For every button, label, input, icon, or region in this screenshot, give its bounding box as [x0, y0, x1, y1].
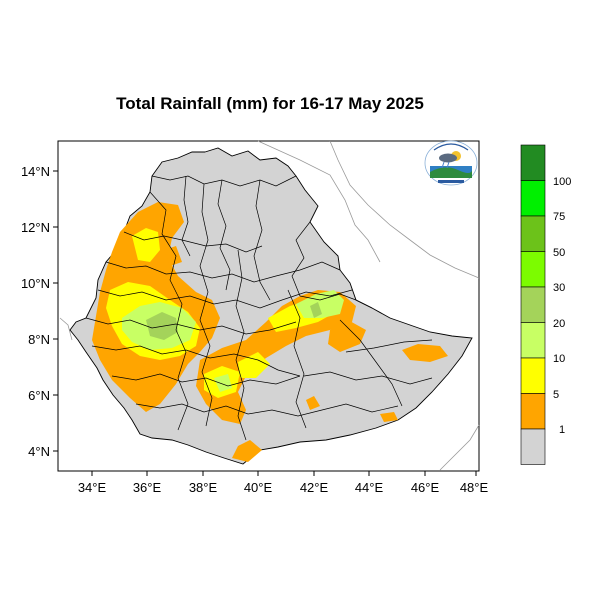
legend-label: 5 [553, 389, 559, 401]
latitude-tick-labels: 14°N 12°N 10°N 8°N 6°N 4°N [21, 164, 50, 459]
lon-tick-label: 46°E [411, 480, 440, 495]
neighbor-boundaries [59, 140, 480, 471]
legend-color-box [520, 251, 546, 288]
y-axis [53, 170, 58, 452]
lon-tick-label: 34°E [78, 480, 107, 495]
legend-color-box [520, 322, 546, 359]
legend-label: 100 [553, 176, 571, 188]
lon-tick-label: 36°E [133, 480, 162, 495]
lon-tick-label: 38°E [189, 480, 218, 495]
admin-boundaries [85, 175, 433, 441]
lat-tick-label: 14°N [21, 164, 50, 179]
x-axis [91, 471, 477, 476]
ethiopian-meteorology-institute-logo [424, 140, 478, 186]
rainfall-shading [92, 202, 448, 462]
lon-tick-label: 44°E [355, 480, 384, 495]
lat-tick-label: 10°N [21, 276, 50, 291]
lon-tick-label: 48°E [460, 480, 489, 495]
lat-tick-label: 8°N [28, 332, 50, 347]
legend-color-box [520, 286, 546, 323]
legend-label: 1 [559, 424, 565, 436]
lat-tick-label: 6°N [28, 388, 50, 403]
legend-label: 10 [553, 353, 565, 365]
legend-color-box [520, 357, 546, 394]
lon-tick-label: 40°E [244, 480, 273, 495]
map-title: Total Rainfall (mm) for 16-17 May 2025 [116, 94, 424, 113]
legend-label: 50 [553, 247, 565, 259]
legend-color-box [520, 215, 546, 252]
legend-color-box [520, 428, 546, 465]
longitude-tick-labels: 34°E 36°E 38°E 40°E 42°E 44°E 46°E 48°E [78, 480, 489, 495]
legend-color-box [520, 144, 546, 181]
lat-tick-label: 12°N [21, 220, 50, 235]
legend-label: 20 [553, 318, 565, 330]
legend-label: 30 [553, 282, 565, 294]
map-panel [57, 140, 480, 472]
legend-labels: 100 75 50 30 20 10 5 1 [553, 176, 571, 436]
legend-color-box [520, 393, 546, 430]
color-legend: 100 75 50 30 20 10 5 1 [520, 144, 571, 465]
legend-color-boxes [520, 144, 546, 465]
legend-color-box [520, 180, 546, 217]
lon-tick-label: 42°E [300, 480, 329, 495]
lat-tick-label: 4°N [28, 444, 50, 459]
legend-label: 75 [553, 211, 565, 223]
